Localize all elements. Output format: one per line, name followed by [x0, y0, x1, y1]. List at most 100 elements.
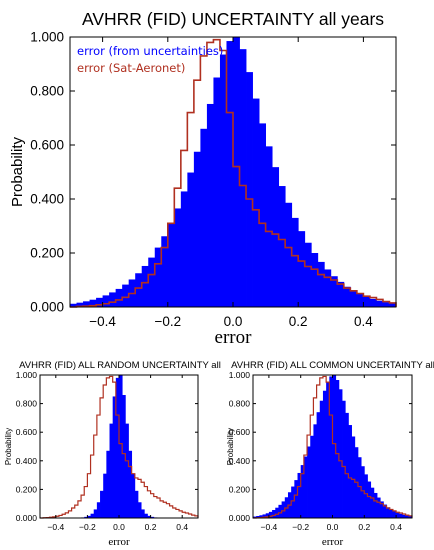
histogram-bar — [351, 436, 356, 518]
x-tick-label: 0.4 — [354, 314, 373, 329]
x-tick-label: 0.2 — [145, 522, 157, 532]
histogram-bar — [376, 300, 384, 307]
histogram-bar — [343, 286, 351, 307]
histogram-bar — [402, 514, 407, 518]
y-tick-label: 0.000 — [16, 513, 38, 523]
series-2 — [40, 375, 199, 519]
chart-panel-2: AVHRR (FID) ALL RANDOM UNCERTAINTY all −0… — [4, 360, 221, 548]
histogram-bar — [307, 446, 311, 518]
y-tick-label: 0.000 — [30, 300, 64, 315]
histogram-bar — [219, 54, 227, 307]
x-tick-label: −0.4 — [89, 314, 116, 329]
histogram-bar — [76, 302, 84, 307]
histogram-bar — [87, 515, 91, 518]
chart-panel-3: AVHRR (FID) ALL COMMON UNCERTAINTY all −0… — [226, 360, 434, 548]
histogram-bar — [239, 49, 247, 308]
y-tick-label: 1.000 — [30, 30, 64, 45]
histogram-bar — [369, 298, 377, 307]
histogram-bar — [122, 284, 130, 307]
histogram-bar — [252, 98, 260, 307]
y-tick-label: 0.800 — [16, 399, 38, 409]
histogram-bar — [356, 294, 364, 307]
y-tick-label: 0.600 — [16, 427, 38, 437]
x-tick-label: 0.2 — [289, 314, 308, 329]
y-tick-label: 1.000 — [16, 370, 38, 380]
histogram-bar — [150, 516, 155, 518]
histogram-bar — [345, 412, 349, 518]
histogram-bar — [106, 450, 110, 518]
histogram-bar — [70, 303, 77, 307]
histogram-bar — [90, 513, 95, 518]
histogram-bar — [278, 504, 283, 518]
histogram-bar — [329, 376, 333, 518]
histogram-bar — [213, 77, 221, 307]
histogram-bar — [278, 186, 286, 307]
series-2 — [253, 375, 413, 519]
y-axis-label: Probability — [4, 428, 13, 465]
histogram-bar — [102, 295, 110, 307]
histogram-bar — [342, 400, 346, 518]
chart-title: AVHRR (FID) UNCERTAINTY all years — [82, 9, 384, 29]
histogram-bar — [317, 261, 325, 307]
histogram-bar — [383, 504, 387, 518]
y-tick-label: 0.000 — [229, 513, 251, 523]
series-1 — [253, 375, 413, 518]
histogram-bar — [350, 290, 358, 307]
histogram-bar — [399, 513, 403, 518]
histogram-bar — [348, 425, 352, 518]
histogram-bar — [272, 167, 280, 307]
histogram-bar — [405, 515, 410, 518]
histogram-bar — [298, 231, 306, 307]
histogram-bar — [380, 501, 384, 518]
histogram-bar — [363, 296, 371, 307]
histogram-step-line — [253, 375, 413, 519]
histogram-bar — [275, 507, 279, 518]
series-1 — [70, 37, 397, 308]
x-tick-label: −0.2 — [79, 522, 96, 532]
histogram-bar — [147, 515, 151, 518]
histogram-bar — [112, 396, 117, 518]
histogram-bar — [361, 466, 365, 518]
histogram-bar — [259, 515, 263, 518]
histogram-bar — [174, 208, 182, 307]
histogram-bar — [96, 502, 101, 518]
histogram-bar — [262, 514, 267, 518]
chart-title: AVHRR (FID) ALL RANDOM UNCERTAINTY all — [19, 360, 221, 371]
chart-title: AVHRR (FID) ALL COMMON UNCERTAINTY all — [231, 360, 434, 371]
histogram-bar — [180, 191, 188, 307]
histogram-bar — [335, 380, 340, 518]
histogram-bar — [167, 223, 175, 307]
histogram-bar — [89, 299, 97, 307]
histogram-bar — [233, 37, 240, 307]
histogram-bar — [253, 516, 257, 518]
histogram-bar — [367, 481, 372, 518]
series-2 — [70, 38, 397, 308]
histogram-bar — [272, 509, 276, 518]
histogram-bar — [294, 480, 298, 518]
histogram-bar — [161, 236, 169, 307]
histogram-bar — [392, 511, 397, 518]
histogram-bar — [268, 511, 273, 518]
x-tick-label: 0.0 — [224, 314, 243, 329]
histogram-bar — [103, 473, 107, 518]
histogram-bar — [326, 382, 330, 518]
histogram-bar — [396, 512, 400, 518]
x-tick-label: 0.0 — [327, 522, 339, 532]
histogram-bar — [206, 103, 214, 308]
histogram-bar — [285, 202, 293, 307]
histogram-bar — [291, 486, 295, 518]
y-axis-label: Probability — [226, 428, 235, 465]
histogram-bar — [84, 516, 88, 518]
x-tick-label: −0.4 — [47, 522, 64, 532]
histogram-bar — [109, 292, 117, 307]
x-tick-label: −0.4 — [261, 522, 278, 532]
y-tick-label: 0.600 — [229, 427, 251, 437]
x-axis-label: error — [322, 536, 344, 548]
histogram-bar — [246, 72, 253, 307]
histogram-bar — [122, 395, 126, 518]
y-axis-label: Probability — [9, 136, 26, 207]
histogram-bar — [319, 400, 324, 518]
histogram-bar — [370, 487, 375, 518]
histogram-bar — [373, 492, 378, 518]
histogram-bar — [332, 375, 337, 518]
